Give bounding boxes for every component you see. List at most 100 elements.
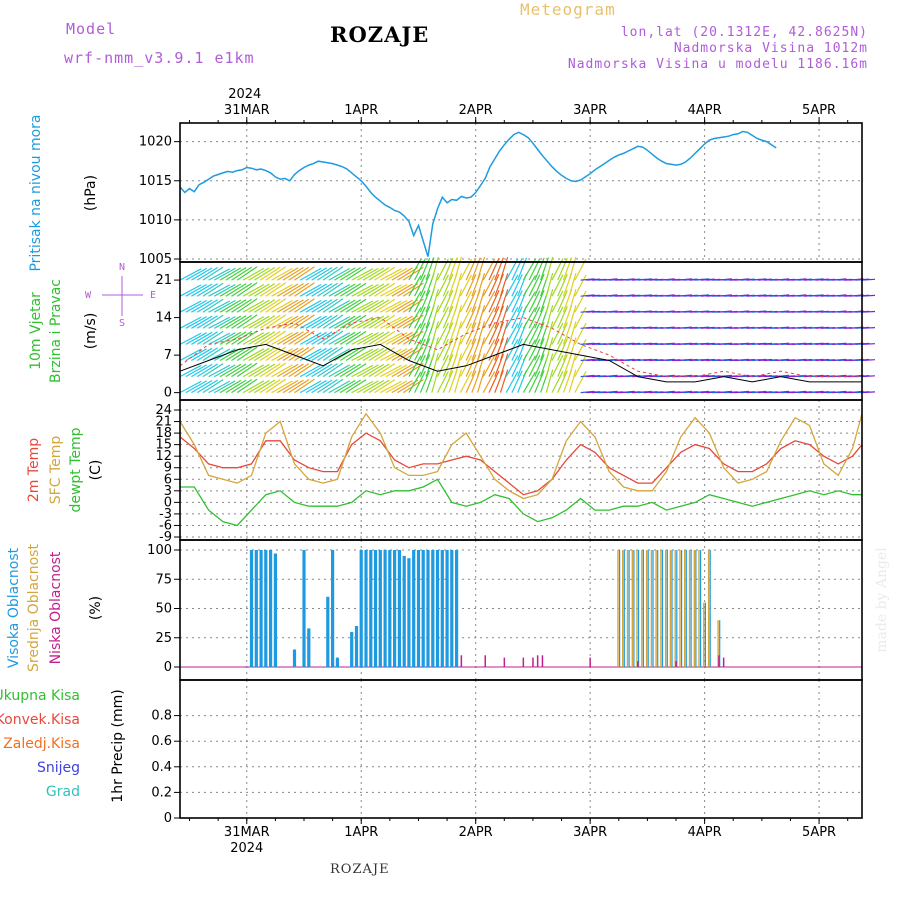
wind-barb bbox=[482, 306, 496, 329]
cloud-bar bbox=[503, 657, 506, 667]
cloud-bar bbox=[402, 555, 406, 667]
wind-barb bbox=[465, 354, 477, 377]
wind-barb bbox=[351, 348, 374, 362]
wind-barb bbox=[528, 306, 541, 329]
bottom-day-label: 4APR bbox=[688, 825, 722, 840]
wind-barb bbox=[271, 380, 293, 394]
wind-barb bbox=[317, 363, 338, 378]
wind-barb bbox=[322, 282, 344, 297]
wind-barb bbox=[214, 364, 236, 378]
wind-barb bbox=[557, 289, 568, 313]
wind-barb bbox=[191, 283, 213, 297]
wind-barb bbox=[242, 348, 265, 362]
wind-barb bbox=[191, 315, 213, 329]
wind-barb bbox=[328, 299, 351, 313]
cloud-bar bbox=[675, 661, 677, 667]
wind-barb bbox=[288, 346, 310, 362]
wind-barb bbox=[311, 363, 333, 378]
wind-barb bbox=[248, 299, 270, 313]
wind-barb bbox=[219, 315, 242, 329]
wind-barb bbox=[345, 363, 367, 378]
wind-barb bbox=[248, 331, 270, 345]
wind-barb bbox=[202, 346, 224, 362]
precip-legend-item: Ukupna Kisa bbox=[0, 688, 80, 704]
wind-barb bbox=[528, 354, 541, 377]
cloud-bar bbox=[626, 550, 629, 667]
y-tick-label: 50 bbox=[155, 602, 172, 617]
wind-barb bbox=[294, 298, 315, 313]
wind-barb bbox=[374, 379, 396, 394]
wind-barb bbox=[219, 379, 242, 394]
wind-barb bbox=[499, 321, 509, 345]
wind-barb bbox=[454, 337, 462, 361]
wind-barb bbox=[328, 267, 351, 281]
wind-barb bbox=[459, 290, 473, 313]
wind-barb bbox=[305, 299, 327, 313]
y-tick-label: 75 bbox=[155, 572, 172, 587]
wind-barb bbox=[339, 315, 362, 329]
wind-barb bbox=[522, 275, 536, 297]
cloud-bar bbox=[450, 550, 454, 667]
wind-compass: N W E S bbox=[85, 262, 156, 329]
cloud-bar bbox=[388, 550, 392, 667]
wind-barb bbox=[299, 380, 322, 394]
wind-barb bbox=[551, 306, 564, 329]
y-tick-label: -9 bbox=[159, 530, 172, 545]
watermark: made by Angel bbox=[874, 547, 890, 653]
cloud-bar bbox=[703, 602, 705, 667]
cloud-bar bbox=[645, 550, 648, 667]
wind-barb bbox=[568, 321, 577, 345]
wind-barb bbox=[482, 339, 496, 361]
wind-barb bbox=[494, 337, 504, 361]
wind-barb bbox=[317, 266, 338, 281]
cloud-bar bbox=[676, 550, 678, 667]
compass-w: W bbox=[85, 290, 92, 301]
wind-barb bbox=[328, 283, 351, 297]
wind-barb bbox=[551, 338, 564, 361]
wind-barb bbox=[259, 379, 281, 394]
wind-barb bbox=[414, 290, 426, 313]
wind-barb bbox=[345, 282, 367, 297]
wind-barb bbox=[574, 274, 587, 297]
wind-barb bbox=[242, 316, 265, 329]
wind-barb bbox=[860, 343, 876, 345]
wind-barb bbox=[276, 347, 299, 362]
cloud-bar bbox=[259, 550, 263, 667]
wind-barb bbox=[425, 257, 435, 281]
wind-barb bbox=[362, 283, 385, 297]
wind-barb bbox=[351, 380, 374, 394]
wind-barb bbox=[248, 267, 270, 281]
wind-barb bbox=[431, 288, 439, 313]
wind-barb bbox=[351, 268, 374, 281]
wind-barb bbox=[311, 315, 333, 329]
wind-barb bbox=[534, 370, 545, 393]
wind-barb bbox=[528, 290, 541, 313]
wind-barb bbox=[465, 338, 477, 361]
wind-barb bbox=[431, 256, 439, 281]
wind-barb bbox=[534, 273, 545, 297]
cloud-bar bbox=[335, 657, 339, 667]
y-tick-label: 0.2 bbox=[151, 785, 172, 800]
wind-barb bbox=[368, 363, 390, 378]
wind-panel: 0 7 14 21 10m Vjetar Brzina i Pravac (m/s) N W E S bbox=[28, 256, 876, 401]
cloud-bar bbox=[693, 550, 695, 667]
wind-barb bbox=[248, 363, 270, 378]
wind-barb bbox=[191, 347, 213, 362]
wind-barb bbox=[454, 256, 462, 281]
wind-barb bbox=[265, 266, 287, 281]
wind-barb bbox=[374, 346, 396, 362]
wind-barb bbox=[322, 266, 344, 281]
wind-barb bbox=[317, 379, 338, 394]
wind-barb bbox=[860, 294, 876, 297]
wind-barb bbox=[231, 282, 253, 297]
wind-barb bbox=[419, 273, 431, 297]
wind-barb bbox=[322, 298, 344, 313]
cloud-bar bbox=[532, 657, 534, 667]
wind-barb bbox=[259, 314, 281, 329]
wind-ylabel-1: 10m Vjetar bbox=[28, 292, 44, 370]
y-tick-label: 3 bbox=[164, 484, 172, 499]
wind-barb bbox=[334, 315, 356, 329]
wind-barb bbox=[328, 332, 351, 345]
